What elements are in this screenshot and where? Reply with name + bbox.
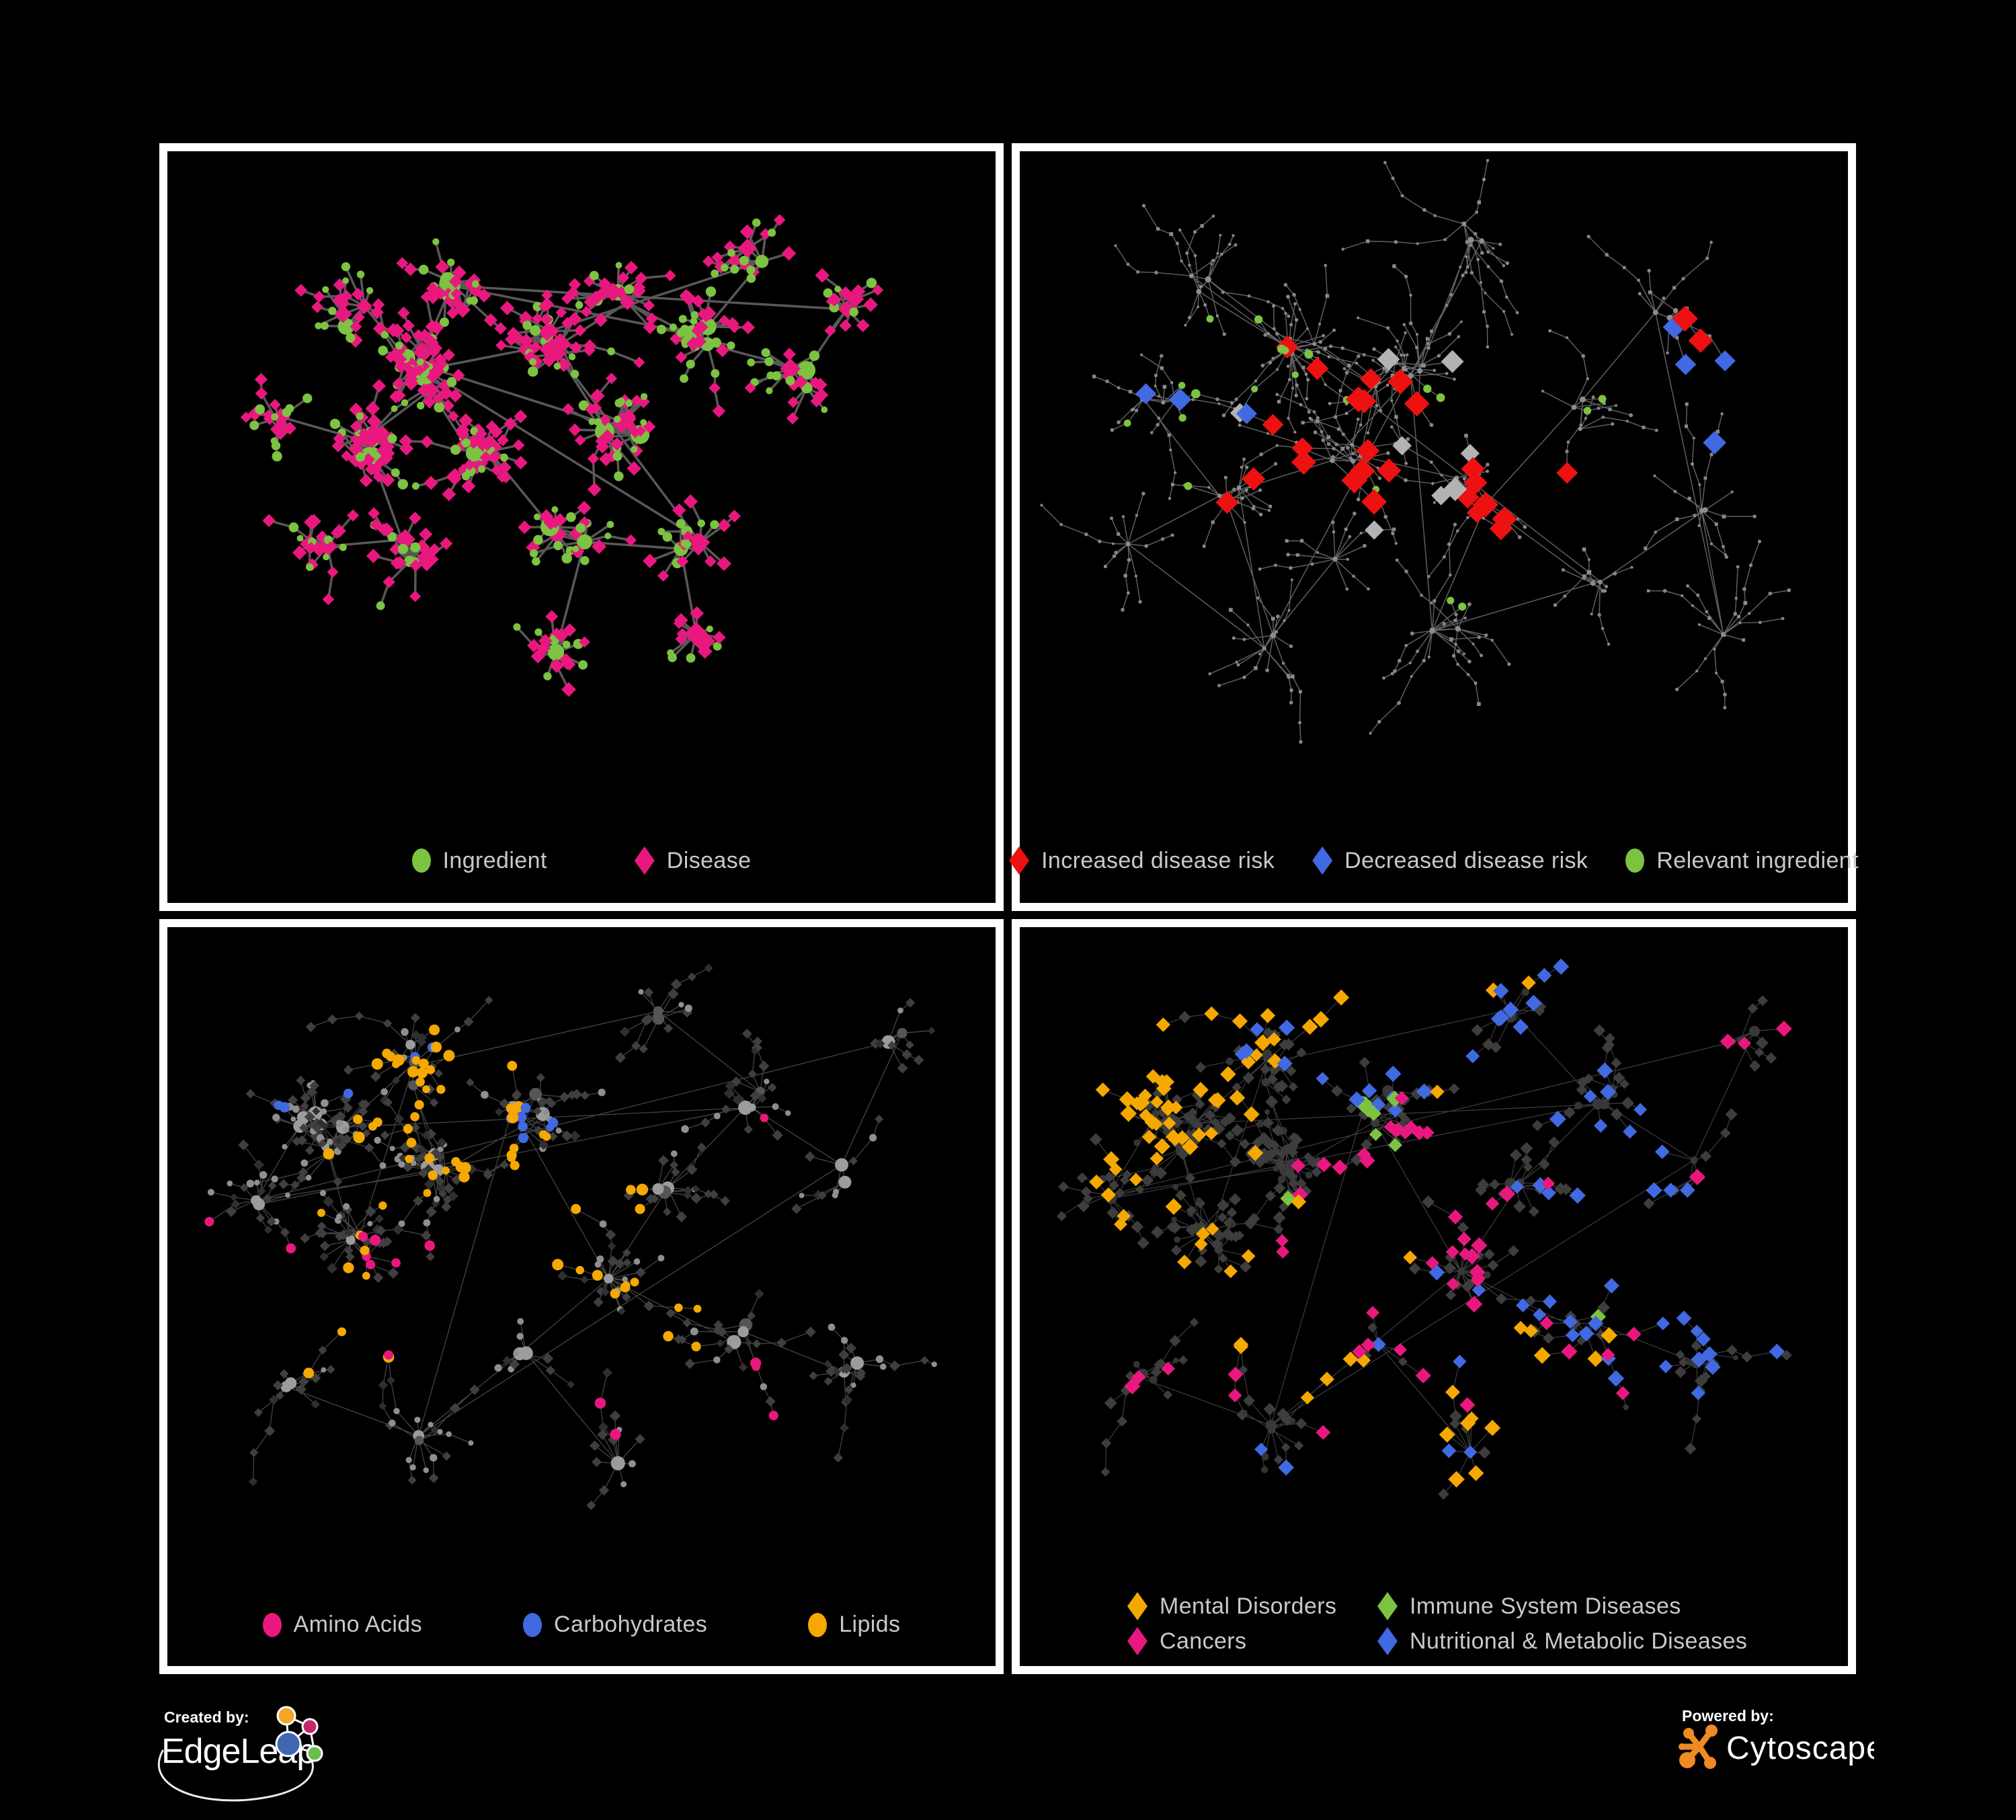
nutritional-metabolic-diamond-icon <box>1377 1627 1398 1655</box>
lipids-circle-icon <box>808 1612 828 1637</box>
cancers-diamond-icon <box>1127 1627 1147 1655</box>
powered-by-label: Powered by: <box>1682 1707 1774 1725</box>
decreased-risk-diamond-icon <box>1312 846 1333 875</box>
legend-label: Increased disease risk <box>1041 847 1275 873</box>
legend-label: Carbohydrates <box>554 1612 708 1637</box>
disease-risk-network-graph <box>1040 159 1791 744</box>
legend-item-mental-disorders: Mental Disorders <box>1127 1592 1377 1620</box>
legend-item-lipids: Lipids <box>808 1612 900 1638</box>
nutrient-class-network-graph <box>204 963 937 1510</box>
legend-item-relevant-ingredient: Relevant ingredient <box>1625 848 1859 874</box>
carbohydrates-circle-icon <box>523 1612 542 1637</box>
legend-label: Mental Disorders <box>1160 1593 1337 1619</box>
created-by-label: Created by: <box>164 1708 249 1726</box>
legend-item-immune-system-diseases: Immune System Diseases <box>1377 1592 1740 1620</box>
edgeleap-node-magenta <box>301 1718 319 1735</box>
relevant-ingredient-circle-icon <box>1625 848 1645 873</box>
legend-item-carbohydrates: Carbohydrates <box>523 1612 707 1638</box>
edgeleap-logo: Created by: EdgeLeap <box>157 1706 323 1802</box>
legend-item-disease: Disease <box>634 846 752 875</box>
legend-label: Disease <box>666 847 752 873</box>
mental-disorders-diamond-icon <box>1127 1592 1147 1620</box>
panel-ingredient-disease-network: Ingredient Disease <box>159 143 1004 911</box>
legend-label: Ingredient <box>442 847 547 873</box>
legend-item-cancers: Cancers <box>1127 1627 1377 1655</box>
legend-nutrient-classes: Amino Acids Carbohydrates Lipids <box>167 1612 996 1638</box>
legend-label: Relevant ingredient <box>1656 847 1859 873</box>
amino-acids-circle-icon <box>262 1612 282 1637</box>
legend-ingredient-disease: Ingredient Disease <box>167 846 996 875</box>
legend-item-ingredient: Ingredient <box>411 847 547 874</box>
ingredient-circle-icon <box>411 848 431 873</box>
disease-diamond-icon <box>634 846 655 875</box>
legend-label: Amino Acids <box>293 1612 422 1637</box>
cytoscape-brand-text: Cytoscape <box>1726 1731 1874 1766</box>
legend-label: Decreased disease risk <box>1344 847 1588 873</box>
legend-label: Nutritional & Metabolic Diseases <box>1410 1628 1748 1654</box>
increased-risk-diamond-icon <box>1009 846 1030 875</box>
immune-system-diamond-icon <box>1377 1592 1398 1620</box>
cytoscape-logo: Powered by: Cytoscape <box>1679 1707 1874 1769</box>
legend-label: Lipids <box>839 1612 901 1637</box>
disease-category-network-graph <box>1056 958 1792 1500</box>
legend-item-amino-acids: Amino Acids <box>262 1612 422 1638</box>
legend-item-increased-risk: Increased disease risk <box>1009 846 1275 875</box>
edgeleap-node-green <box>306 1745 323 1762</box>
cytoscape-glyph-nodes <box>1679 1725 1718 1769</box>
legend-label: Immune System Diseases <box>1410 1593 1681 1619</box>
legend-item-decreased-risk: Decreased disease risk <box>1312 846 1588 875</box>
legend-disease-risk: Increased disease risk Decreased disease… <box>1009 846 1859 875</box>
edgeleap-node-blue <box>275 1731 302 1757</box>
legend-item-nutritional-metabolic-diseases: Nutritional & Metabolic Diseases <box>1377 1627 1747 1655</box>
edgeleap-node-orange <box>276 1706 296 1726</box>
edgeleap-swoosh <box>157 1749 314 1802</box>
panel-nutrient-class-network: Amino Acids Carbohydrates Lipids <box>159 919 1004 1674</box>
ingredient-disease-network-graph <box>240 214 884 697</box>
panel-disease-risk-network: Increased disease risk Decreased disease… <box>1009 143 1859 911</box>
legend-label: Cancers <box>1160 1628 1247 1654</box>
legend-disease-categories: Mental Disorders Immune System Diseases … <box>1020 1592 1848 1655</box>
panel-disease-category-network: Mental Disorders Immune System Diseases … <box>1012 919 1856 1674</box>
